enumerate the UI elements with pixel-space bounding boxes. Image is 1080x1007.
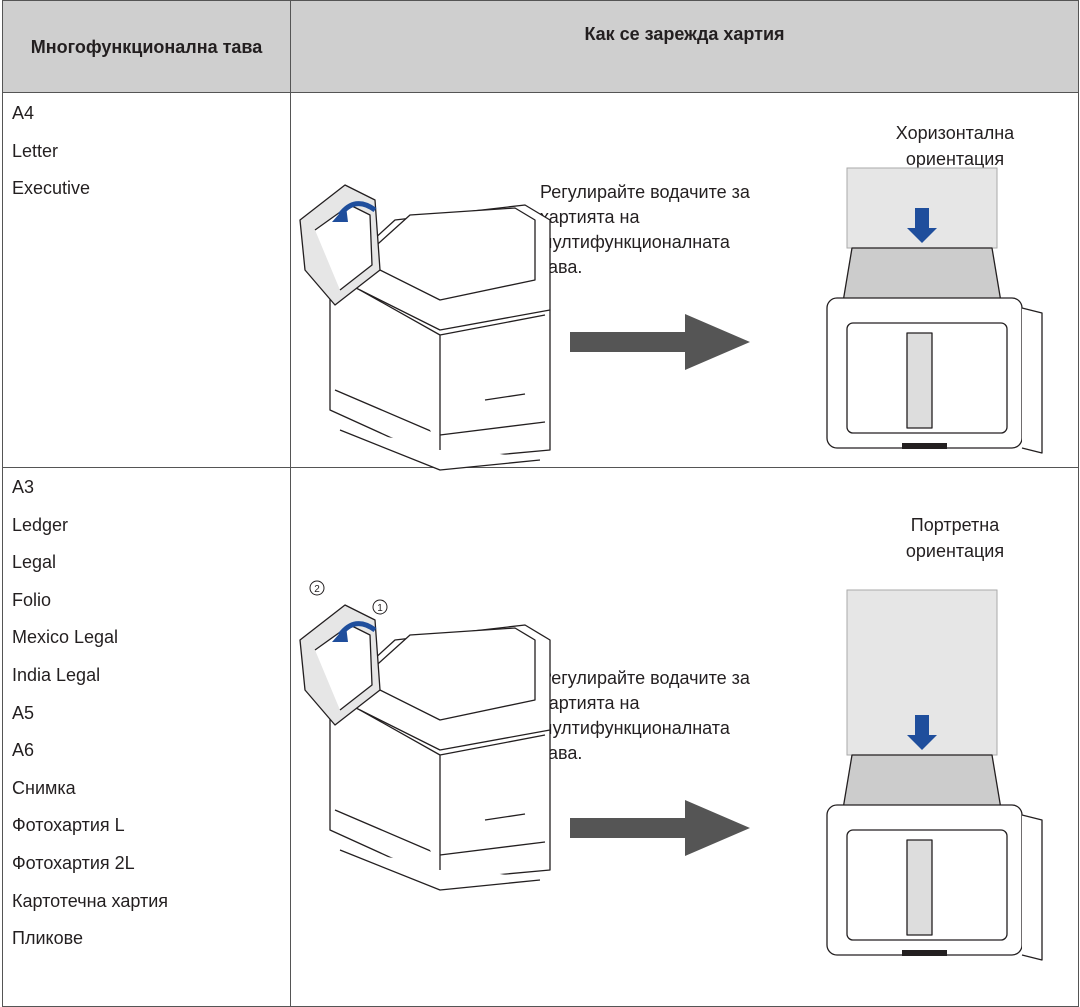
blue-arrowhead (332, 626, 348, 642)
callout-number: 1 (377, 603, 383, 614)
printer-slot (484, 393, 526, 401)
printer-scanner (359, 207, 536, 301)
paper-size: Ledger (12, 514, 69, 535)
header-text: Как се зарежда хартия (584, 24, 785, 44)
instruction: Регулирайте водачите за хартията на мулт… (540, 182, 750, 277)
adf-guide (906, 839, 933, 936)
tray-illustration (826, 167, 1043, 454)
size-list: A3 Ledger Legal Folio Mexico Legal India Lega… (12, 476, 168, 965)
gray-arrow (570, 314, 750, 370)
paper-size: Пликове (12, 928, 83, 949)
adf-guide (906, 332, 933, 429)
size-list: A4 Letter Executive (12, 102, 90, 215)
tray-illustration (826, 589, 1043, 961)
printer-front (359, 289, 546, 450)
printer-outline-side (1021, 814, 1043, 961)
callout-number: 2 (314, 584, 320, 595)
slot (902, 950, 947, 956)
callout-circle (309, 580, 325, 596)
paper-size: Фотохартия 2L (12, 852, 135, 873)
paper-size: A4 (12, 103, 35, 123)
paper-size: Снимка (12, 777, 76, 798)
paper-size: India Legal (12, 664, 101, 685)
paper-size: A5 (12, 702, 35, 723)
down-arrow (907, 715, 937, 750)
header-text: Многофункционална тава (30, 36, 263, 57)
callout-circle (372, 599, 388, 615)
paper-size: Executive (12, 178, 91, 199)
paper-size: A3 (12, 477, 35, 497)
paper-size: A6 (12, 740, 35, 761)
orientation-label: Портретна ориентация (905, 515, 1005, 561)
header-cell: Многофункционална тава (2, 0, 291, 93)
paper-size: Folio (12, 589, 52, 610)
blue-arrowhead (332, 206, 348, 222)
printer-front (359, 709, 546, 870)
gray-arrow (570, 800, 750, 856)
paper-size: Фотохартия L (12, 815, 125, 836)
paper-size: Картотечна хартия (12, 890, 169, 911)
printer-illustration (299, 184, 551, 471)
slot (902, 443, 947, 449)
paper-size: Legal (12, 552, 57, 573)
printer-slot (484, 813, 526, 821)
paper-size: Mexico Legal (12, 627, 119, 648)
orientation-label: Хоризонтална ориентация (895, 123, 1015, 169)
paper-size: Letter (12, 140, 59, 161)
printer-illustration: 12 (299, 580, 551, 891)
printer-outline-side (1021, 307, 1043, 454)
printer-scanner (359, 627, 536, 721)
header-cell: Как се зарежда хартия (290, 0, 1079, 93)
down-arrow (907, 208, 937, 243)
